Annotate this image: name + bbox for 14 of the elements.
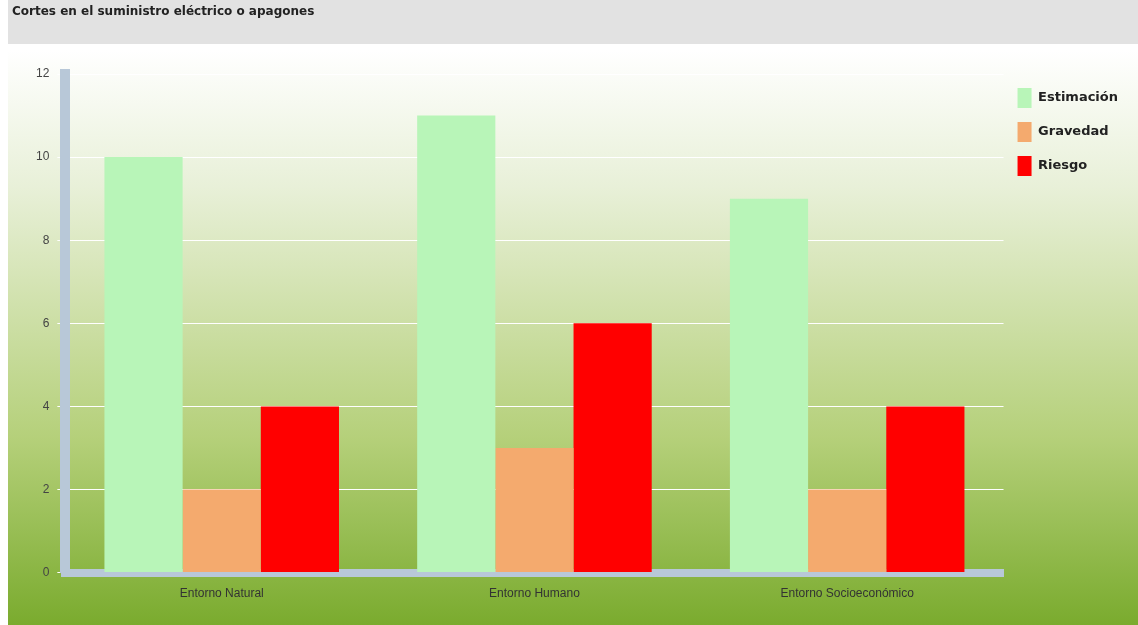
y-tick-label: 10 (35, 149, 50, 164)
y-tick-label: 2 (42, 481, 50, 496)
y-tick-label: 0 (42, 564, 50, 579)
y-tick-label: 12 (35, 66, 50, 81)
chart-title: Cortes en el suministro eléctrico o apagones (8, 0, 1138, 44)
x-tick-label: Entorno Socioeconómico (780, 586, 915, 601)
legend-label: Gravedad (1038, 123, 1109, 139)
y-tick-label: 4 (42, 398, 50, 413)
legend-label: Riesgo (1038, 157, 1088, 173)
legend-label: Estimación (1038, 89, 1119, 105)
x-tick-label: Entorno Natural (179, 586, 264, 601)
y-tick-label: 6 (42, 315, 50, 330)
x-tick-label: Entorno Humano (489, 586, 581, 601)
y-tick-label: 8 (42, 232, 50, 247)
